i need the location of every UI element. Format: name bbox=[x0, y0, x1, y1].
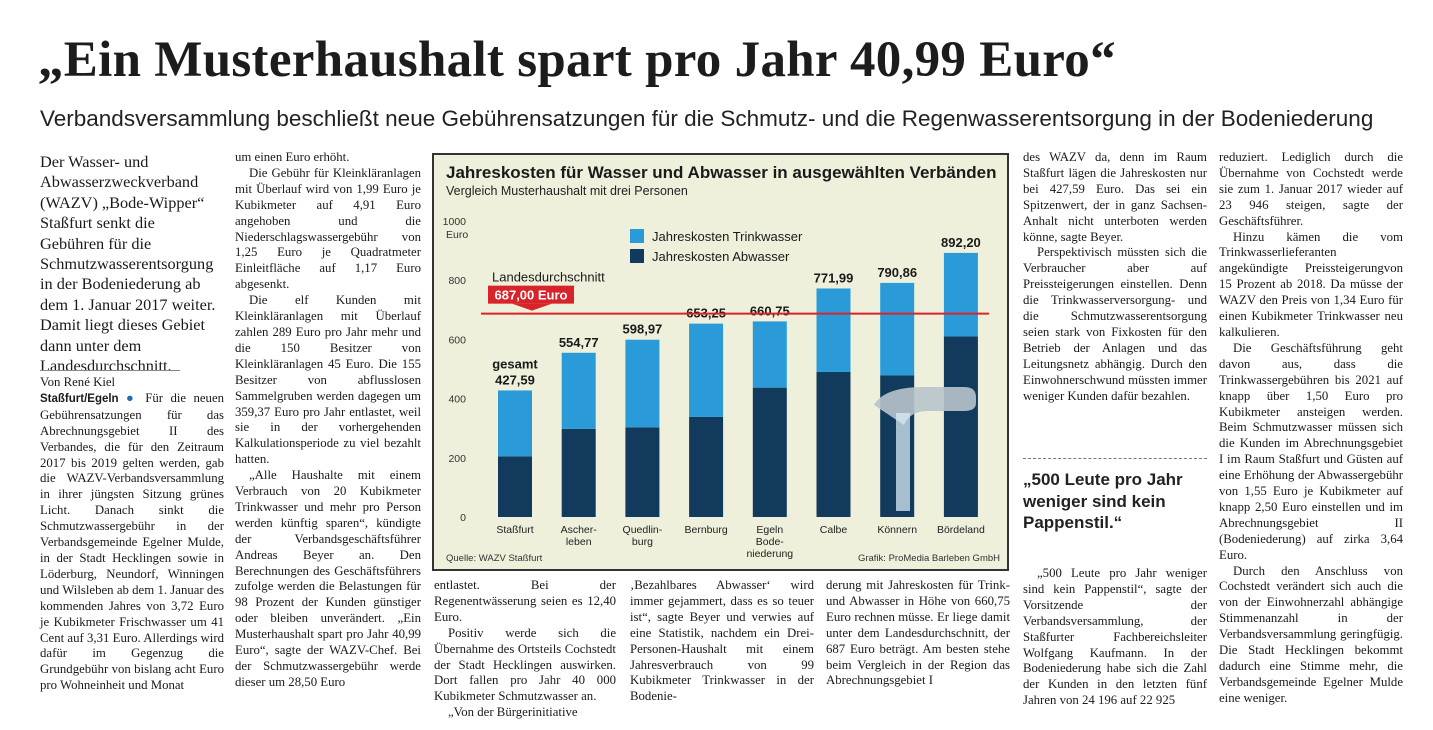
subheadline: Verbandsversammlung beschließt neue Gebü… bbox=[40, 106, 1374, 131]
bar-abwasser bbox=[752, 387, 787, 517]
col2-p2: Die Gebühr für Kleinkläranlagen mit Über… bbox=[235, 165, 421, 292]
col3-p3: „Von der Bürgerinitiative bbox=[448, 705, 578, 720]
bar-abwasser bbox=[561, 428, 596, 517]
y-tick-label: 800 bbox=[448, 275, 466, 287]
bar-abwasser bbox=[689, 416, 724, 517]
x-tick-label: Bode- bbox=[756, 536, 785, 548]
column-2: um einen Euro erhöht. Die Gebühr für Kle… bbox=[235, 150, 421, 691]
x-tick-label: Bördeland bbox=[937, 524, 985, 536]
col6-p3: „500 Leute pro Jahr weniger sind kein Pa… bbox=[1023, 566, 1207, 708]
dateline-dot-icon: ● bbox=[125, 390, 138, 405]
column-6: des WAZV da, denn im Raum Staßfurt lägen… bbox=[1023, 150, 1207, 405]
bar-trinkwasser bbox=[752, 321, 787, 388]
y-tick-label: 0 bbox=[460, 512, 466, 524]
y-tick-label: 400 bbox=[448, 394, 466, 406]
bar-total-label: 660,75 bbox=[750, 303, 790, 318]
chart-box: Jahreskosten für Wasser und Abwasser in … bbox=[432, 153, 1009, 571]
average-line-label: Landesdurchschnitt bbox=[492, 270, 605, 285]
article-start: Staßfurt/Egeln ● Für die neuen Gebührens… bbox=[40, 391, 224, 694]
bar-trinkwasser bbox=[625, 339, 660, 428]
average-value-box bbox=[488, 285, 574, 304]
bar-trinkwasser bbox=[561, 352, 596, 429]
column-1-body: Von René Kiel Staßfurt/Egeln ● Für die n… bbox=[40, 370, 224, 694]
bar-trinkwasser bbox=[498, 390, 532, 457]
y-axis-label: Euro bbox=[446, 229, 468, 241]
bar-abwasser bbox=[943, 336, 978, 517]
bar-abwasser bbox=[625, 427, 660, 517]
legend-swatch bbox=[630, 229, 644, 243]
col7-p3: Die Geschäftsführung geht davon aus, das… bbox=[1219, 340, 1403, 562]
col6-p2: Perspektivisch müssten sich die Verbrauc… bbox=[1023, 245, 1207, 403]
col2-p4: „Alle Haushalte mit einem Verbrauch von … bbox=[235, 468, 421, 689]
bar-total-label: 790,86 bbox=[877, 265, 917, 280]
column-5: derung mit Jahreskosten für Trink- und A… bbox=[826, 578, 1010, 689]
chart-subtitle: Vergleich Musterhaushalt mit drei Person… bbox=[446, 184, 688, 198]
col4-text: ‚Bezahlbares Abwasser‘ wird immer gejamm… bbox=[630, 578, 814, 704]
y-tick-label: 1000 bbox=[443, 216, 467, 228]
bar-trinkwasser bbox=[943, 252, 978, 337]
bar-total-prefix: gesamt bbox=[492, 356, 538, 371]
lead-paragraph: Der Wasser- und Abwasserzweckverband (WA… bbox=[40, 152, 216, 376]
column-3: entlastet. Bei der Regenentwässerung sei… bbox=[434, 578, 616, 721]
chart-credit: Grafik: ProMedia Barleben GmbH bbox=[858, 553, 1000, 564]
pullquote-rule bbox=[1023, 458, 1207, 459]
y-tick-label: 200 bbox=[448, 453, 466, 465]
x-tick-label: Staßfurt bbox=[496, 524, 533, 536]
bar-total-label: 427,59 bbox=[495, 372, 535, 387]
x-tick-label: burg bbox=[632, 536, 653, 548]
average-value-label: 687,00 Euro bbox=[495, 288, 568, 303]
bar-abwasser bbox=[816, 371, 851, 517]
legend-swatch bbox=[630, 249, 644, 263]
chart-title: Jahreskosten für Wasser und Abwasser in … bbox=[446, 163, 997, 182]
bar-total-label: 771,99 bbox=[814, 270, 854, 285]
bar-trinkwasser bbox=[689, 323, 724, 417]
col5-text: derung mit Jahreskosten für Trink- und A… bbox=[826, 578, 1010, 688]
pullquote-box: „500 Leute pro Jahr weniger sind kein Pa… bbox=[1023, 458, 1207, 534]
col6-p1: des WAZV da, denn im Raum Staßfurt lägen… bbox=[1023, 150, 1207, 244]
bar-trinkwasser bbox=[816, 288, 851, 372]
byline-rule bbox=[40, 370, 180, 371]
headline: „Ein Musterhaushalt spart pro Jahr 40,99… bbox=[38, 32, 1116, 88]
col7-p2: Hinzu kämen die vom Trinkwasserlieferant… bbox=[1219, 229, 1403, 339]
x-tick-label: Quedlin- bbox=[623, 524, 663, 536]
col7-p1: reduziert. Lediglich durch die Übernahme… bbox=[1219, 150, 1403, 228]
col3-p1: entlastet. Bei der Regenentwässerung sei… bbox=[434, 578, 616, 624]
x-tick-label: leben bbox=[566, 536, 592, 548]
column-7: reduziert. Lediglich durch die Übernahme… bbox=[1219, 150, 1403, 707]
column-4: ‚Bezahlbares Abwasser‘ wird immer gejamm… bbox=[630, 578, 814, 705]
col7-p4: Durch den Anschluss von Cochstedt veränd… bbox=[1219, 563, 1403, 705]
legend-label: Jahreskosten Trinkwasser bbox=[652, 229, 803, 244]
col2-p1: um einen Euro erhöht. bbox=[235, 150, 350, 164]
chart-source: Quelle: WAZV Staßfurt bbox=[446, 553, 543, 564]
x-tick-label: Calbe bbox=[820, 524, 848, 536]
dateline: Staßfurt/Egeln bbox=[40, 392, 119, 405]
bar-trinkwasser bbox=[880, 282, 915, 376]
col1-body-text: Für die neuen Gebührensatzungen für das … bbox=[40, 390, 225, 693]
x-tick-label: niederung bbox=[746, 548, 793, 560]
water-stream-icon bbox=[896, 413, 910, 511]
pullquote: „500 Leute pro Jahr weniger sind kein Pa… bbox=[1023, 470, 1183, 532]
bar-abwasser bbox=[498, 456, 532, 517]
legend-label: Jahreskosten Abwasser bbox=[652, 249, 790, 264]
x-tick-label: Bernburg bbox=[684, 524, 727, 536]
bar-total-label: 554,77 bbox=[559, 335, 599, 350]
x-tick-label: Könnern bbox=[877, 524, 917, 536]
column-6-lower: „500 Leute pro Jahr weniger sind kein Pa… bbox=[1023, 566, 1207, 709]
bar-total-label: 892,20 bbox=[941, 235, 981, 250]
x-tick-label: Egeln bbox=[756, 524, 783, 536]
bar-total-label: 598,97 bbox=[623, 322, 663, 337]
col2-p3: Die elf Kunden mit Kleinkläranlagen mit … bbox=[235, 293, 421, 467]
col3-p2: Positiv werde sich die Übernahme des Ort… bbox=[434, 625, 616, 704]
byline: Von René Kiel bbox=[40, 375, 116, 389]
x-tick-label: Ascher- bbox=[561, 524, 598, 536]
column-1: Der Wasser- und Abwasserzweckverband (WA… bbox=[40, 152, 218, 376]
average-arrow-icon bbox=[512, 303, 552, 311]
y-tick-label: 600 bbox=[448, 334, 466, 346]
